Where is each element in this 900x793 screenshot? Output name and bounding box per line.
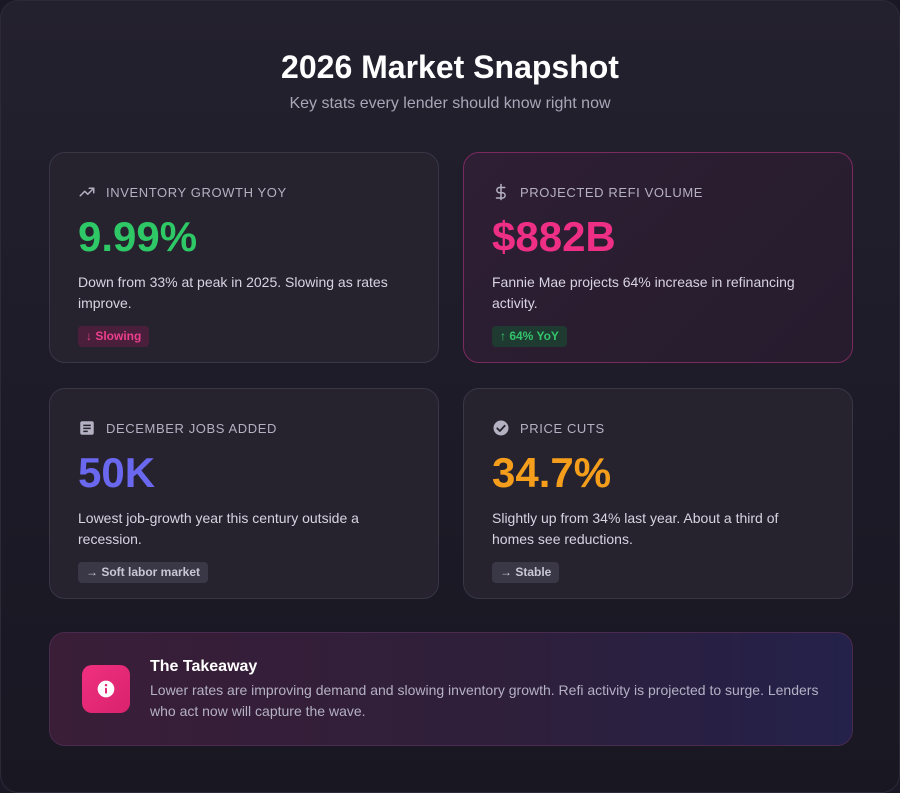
card-header: DECEMBER JOBS ADDED xyxy=(78,419,410,437)
page-subtitle: Key stats every lender should know right… xyxy=(289,95,611,112)
info-icon xyxy=(82,665,130,713)
card-value: 9.99% xyxy=(78,213,198,260)
header: 2026 Market Snapshot Key stats every len… xyxy=(1,1,899,114)
page-title: 2026 Market Snapshot xyxy=(281,49,619,85)
stat-card-jobs-added: DECEMBER JOBS ADDED 50K Lowest job-growt… xyxy=(49,388,439,599)
card-description: Down from 33% at peak in 2025. Slowing a… xyxy=(78,274,388,311)
status-badge: ↓ Slowing xyxy=(78,326,150,347)
card-description: Fannie Mae projects 64% increase in refi… xyxy=(492,274,795,311)
card-header: PROJECTED REFI VOLUME xyxy=(492,183,824,201)
card-label: INVENTORY GROWTH YOY xyxy=(106,184,287,200)
card-description: Lowest job-growth year this century outs… xyxy=(78,510,359,547)
status-badge: → Soft labor market xyxy=(78,562,209,583)
takeaway-body: Lower rates are improving demand and slo… xyxy=(150,681,819,719)
stats-grid: INVENTORY GROWTH YOY 9.99% Down from 33%… xyxy=(49,152,853,599)
takeaway-callout: The Takeaway Lower rates are improving d… xyxy=(49,632,853,746)
card-value: 34.7% xyxy=(492,449,612,496)
document-icon xyxy=(78,419,96,437)
stat-card-inventory-growth: INVENTORY GROWTH YOY 9.99% Down from 33%… xyxy=(49,152,439,363)
card-header: INVENTORY GROWTH YOY xyxy=(78,183,410,201)
status-badge: ↑ 64% YoY xyxy=(492,326,567,347)
takeaway-text: The Takeaway Lower rates are improving d… xyxy=(150,657,830,722)
card-description: Slightly up from 34% last year. About a … xyxy=(492,510,779,547)
dollar-icon xyxy=(492,183,510,201)
card-value: $882B xyxy=(492,213,616,260)
stat-card-refi-volume: PROJECTED REFI VOLUME $882B Fannie Mae p… xyxy=(463,152,853,363)
card-value: 50K xyxy=(78,449,156,496)
card-label: DECEMBER JOBS ADDED xyxy=(106,420,278,436)
card-label: PROJECTED REFI VOLUME xyxy=(520,184,704,200)
trending-up-icon xyxy=(78,183,96,201)
stat-card-price-cuts: PRICE CUTS 34.7% Slightly up from 34% la… xyxy=(463,388,853,599)
takeaway-title: The Takeaway xyxy=(150,657,258,675)
status-badge: → Stable xyxy=(492,562,560,583)
card-label: PRICE CUTS xyxy=(520,420,605,436)
check-circle-icon xyxy=(492,419,510,437)
card-header: PRICE CUTS xyxy=(492,419,824,437)
